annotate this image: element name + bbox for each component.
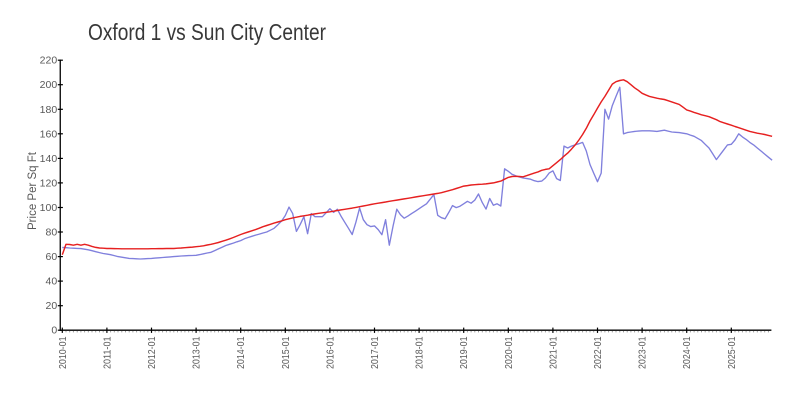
svg-text:2022-01: 2022-01 — [592, 336, 604, 369]
svg-text:2014-01: 2014-01 — [235, 336, 247, 369]
svg-text:2021-01: 2021-01 — [547, 336, 559, 369]
svg-text:20: 20 — [46, 300, 58, 312]
svg-text:2023-01: 2023-01 — [637, 336, 649, 369]
svg-text:120: 120 — [40, 177, 58, 189]
svg-text:160: 160 — [40, 128, 58, 140]
svg-text:40: 40 — [46, 276, 58, 288]
svg-text:2017-01: 2017-01 — [369, 336, 381, 369]
svg-text:200: 200 — [40, 79, 58, 91]
svg-text:2024-01: 2024-01 — [681, 336, 693, 369]
svg-text:60: 60 — [46, 251, 58, 263]
svg-text:0: 0 — [51, 325, 57, 337]
svg-text:140: 140 — [40, 153, 58, 165]
svg-text:180: 180 — [40, 104, 58, 116]
svg-text:220: 220 — [40, 55, 58, 67]
svg-text:2016-01: 2016-01 — [324, 336, 336, 369]
svg-text:2025-01: 2025-01 — [726, 336, 738, 369]
svg-text:2018-01: 2018-01 — [414, 336, 426, 369]
svg-text:80: 80 — [46, 227, 58, 239]
svg-text:2011-01: 2011-01 — [101, 336, 113, 369]
svg-text:2012-01: 2012-01 — [146, 336, 158, 369]
svg-text:2013-01: 2013-01 — [191, 336, 203, 369]
svg-text:Oxford 1 vs Sun City Center: Oxford 1 vs Sun City Center — [88, 19, 326, 45]
svg-text:2019-01: 2019-01 — [458, 336, 470, 369]
svg-text:2020-01: 2020-01 — [503, 336, 515, 369]
svg-text:2015-01: 2015-01 — [280, 336, 292, 369]
svg-text:Price Per Sq Ft: Price Per Sq Ft — [27, 151, 39, 230]
svg-text:100: 100 — [40, 202, 58, 214]
svg-text:2010-01: 2010-01 — [57, 336, 69, 369]
